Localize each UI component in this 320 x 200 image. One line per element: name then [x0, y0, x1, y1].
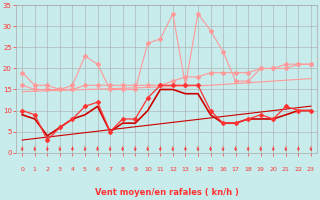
X-axis label: Vent moyen/en rafales ( kn/h ): Vent moyen/en rafales ( kn/h ): [95, 188, 238, 197]
